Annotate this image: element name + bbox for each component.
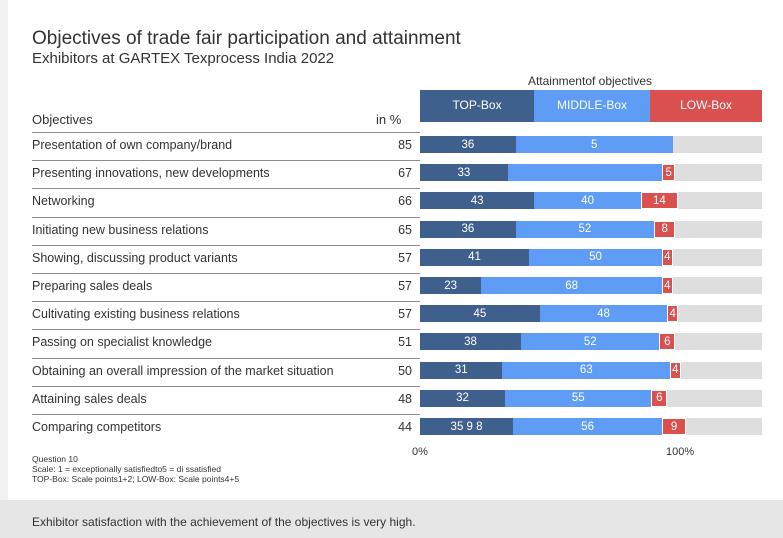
axis-label-min: 0% — [412, 446, 428, 458]
row-objective-label: Cultivating existing business relations — [32, 307, 240, 322]
legend-middle-box: MIDDLE-Box — [534, 90, 650, 122]
row-objective-label: Showing, discussing product variants — [32, 250, 238, 265]
attainment-title: Attainmentof objectives — [527, 74, 653, 88]
row-objective-label: Passing on specialist knowledge — [32, 335, 212, 350]
bar-segment-top: 38 — [420, 333, 522, 351]
row-percent-value: 57 — [398, 250, 412, 265]
bar-segment-middle: 56 — [513, 418, 663, 435]
column-header-objectives: Objectives — [32, 112, 93, 127]
chart-card — [8, 0, 783, 538]
bar-segment-low: 4 — [667, 305, 678, 323]
bar-segment-top: 36 — [420, 220, 516, 238]
bar-segment-top: 32 — [420, 389, 506, 407]
bar-segment-middle: 68 — [481, 277, 663, 294]
row-separator — [32, 244, 420, 246]
bar-segment-low: 14 — [640, 192, 678, 210]
row-objective-label: Comparing competitors — [32, 420, 162, 434]
footer-text: Exhibitor satisfaction with the achievem… — [32, 515, 416, 529]
bar-segment-low: 6 — [651, 389, 668, 407]
column-header-in-percent: in % — [376, 112, 402, 127]
footer-bar — [0, 500, 783, 538]
bar-segment-low: 9 — [662, 418, 686, 435]
bar-segment-low: 8 — [654, 220, 676, 238]
bar-segment-low: 6 — [659, 333, 676, 351]
bar-segment-top: 35 9 8 — [420, 418, 514, 435]
row-percent-value: 85 — [398, 138, 412, 152]
row-percent-value: 48 — [398, 391, 412, 406]
row-objective-label: Networking — [32, 194, 95, 209]
row-separator — [32, 357, 420, 359]
chart-subtitle: Exhibitors at GARTEX Texprocess India 20… — [32, 50, 335, 67]
bar-segment-middle: 40 — [534, 192, 641, 210]
bar-segment-middle: 50 — [529, 248, 663, 266]
legend-top-box: TOP-Box — [420, 90, 534, 122]
bar-segment-top: 43 — [420, 192, 535, 210]
row-percent-value: 51 — [398, 335, 412, 350]
note-box-definition: TOP-Box: Scale points1+2; LOW-Box: Scale… — [32, 474, 240, 484]
chart-title: Objectives of trade fair participation a… — [32, 28, 461, 49]
row-separator — [32, 132, 420, 133]
row-separator — [32, 385, 420, 387]
row-percent-value: 67 — [398, 166, 412, 181]
bar-segment-low: 4 — [670, 361, 681, 379]
bar-segment-middle — [507, 164, 663, 182]
row-separator — [32, 414, 420, 415]
bar-segment-low: 4 — [662, 248, 673, 266]
bar-segment-top: 33 — [420, 164, 508, 182]
row-objective-label: Obtaining an overall impression of the m… — [32, 363, 334, 378]
row-separator — [32, 329, 420, 331]
bar-segment-top: 36 — [420, 136, 516, 153]
row-separator — [32, 160, 420, 162]
bar-segment-top: 41 — [420, 248, 530, 266]
note-question: Question 10 — [32, 454, 78, 464]
note-scale: Scale: 1 = exceptionally satisfiedto5 = … — [32, 464, 221, 474]
row-objective-label: Initiating new business relations — [32, 222, 209, 237]
row-percent-value: 50 — [398, 363, 412, 378]
bar-segment-middle: 5 — [515, 136, 673, 153]
row-percent-value: 66 — [398, 194, 412, 209]
bar-segment-middle: 55 — [505, 389, 652, 407]
bar-segment-low: 4 — [662, 277, 673, 294]
bar-segment-middle: 48 — [539, 305, 668, 323]
row-objective-label: Attaining sales deals — [32, 391, 147, 406]
chart-notes: Question 10 Scale: 1 = exceptionally sat… — [32, 454, 239, 484]
bar-segment-top: 23 — [420, 277, 482, 294]
row-percent-value: 57 — [398, 307, 412, 322]
axis-label-max: 100% — [666, 446, 695, 458]
row-objective-label: Presentation of own company/brand — [32, 138, 233, 152]
row-separator — [32, 301, 420, 303]
legend-low-box: LOW-Box — [650, 90, 762, 122]
row-separator — [32, 188, 420, 190]
row-objective-label: Preparing sales deals — [32, 279, 153, 293]
row-separator — [32, 216, 420, 218]
bar-segment-low: 5 — [662, 164, 676, 182]
bar-segment-top: 31 — [420, 361, 503, 379]
row-percent-value: 44 — [398, 420, 412, 434]
row-separator — [32, 273, 420, 274]
bar-segment-middle: 52 — [521, 333, 660, 351]
row-objective-label: Presenting innovations, new developments — [32, 166, 270, 181]
bar-segment-middle: 63 — [502, 361, 671, 379]
bar-segment-top: 45 — [420, 305, 540, 323]
bar-segment-middle: 52 — [515, 220, 655, 238]
row-percent-value: 65 — [398, 222, 412, 237]
row-percent-value: 57 — [398, 279, 412, 293]
